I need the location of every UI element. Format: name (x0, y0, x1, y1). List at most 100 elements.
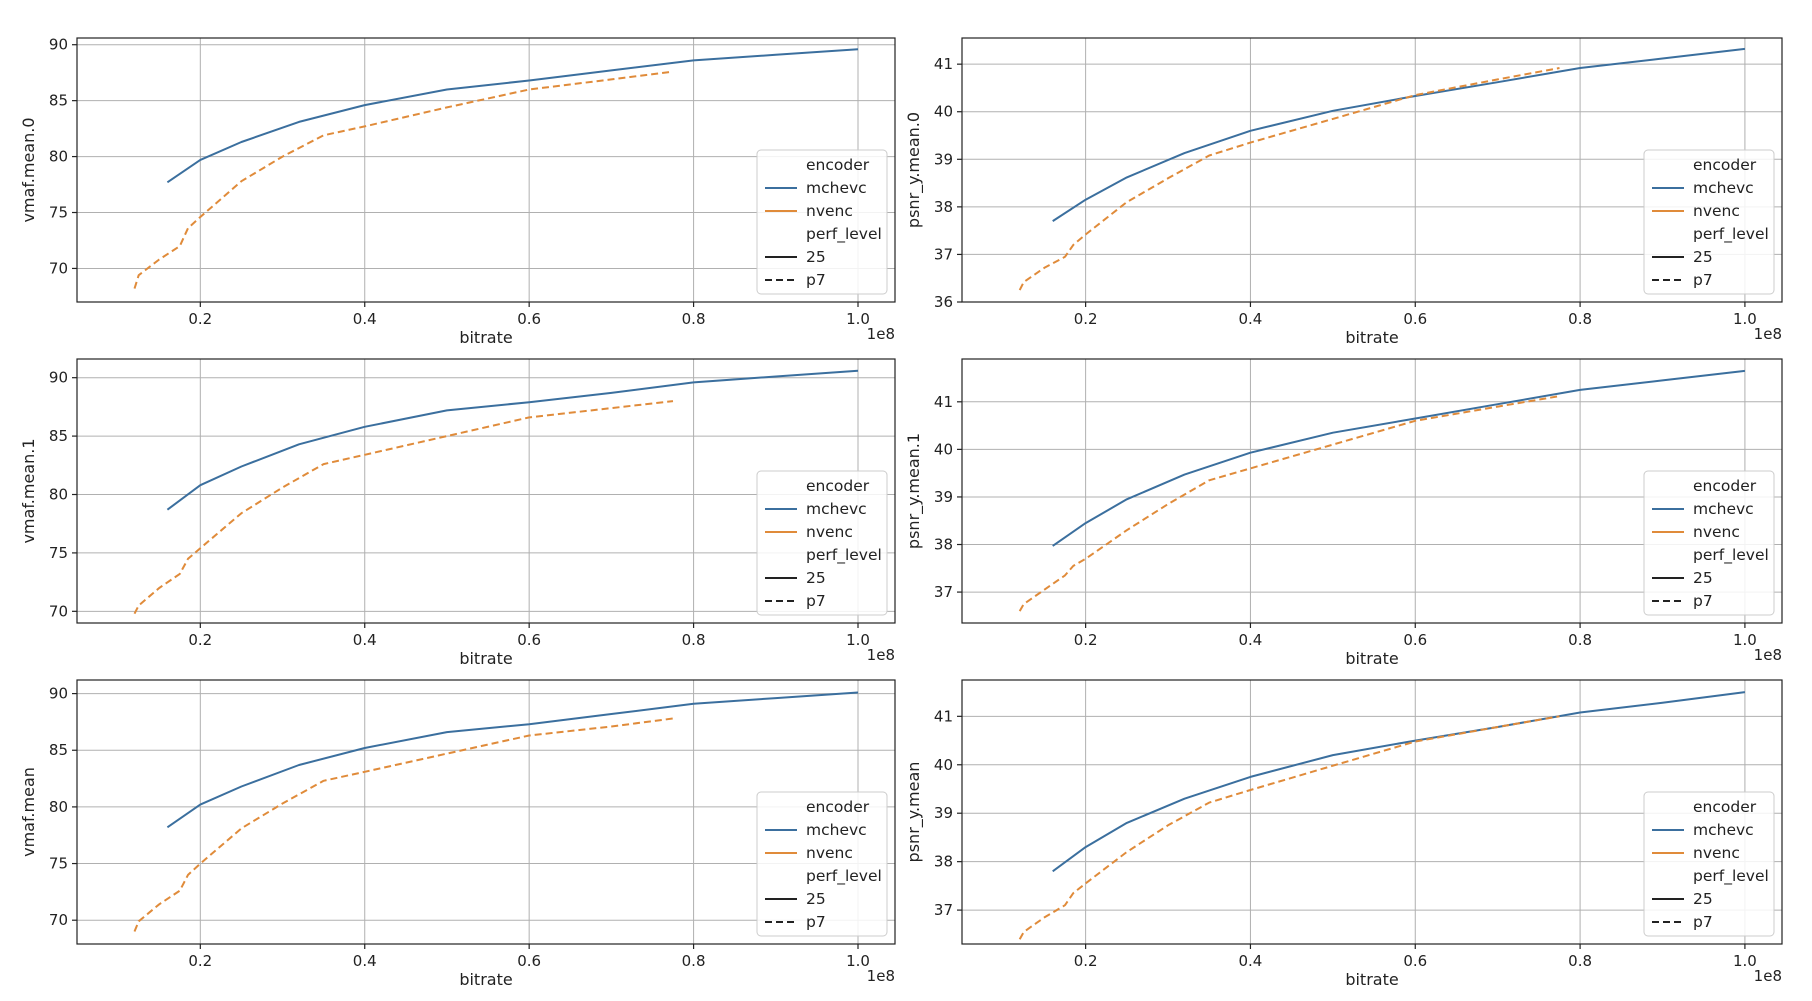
y-tick-label: 75 (49, 204, 68, 222)
legend-label-mchevc: mchevc (806, 179, 867, 197)
legend-label-mchevc: mchevc (1693, 821, 1754, 839)
x-tick-label: 0.6 (1403, 952, 1427, 970)
x-axis-label: bitrate (1345, 970, 1398, 989)
y-tick-label: 80 (49, 486, 68, 504)
y-tick-label: 40 (934, 103, 953, 121)
axes-frame (76, 358, 896, 624)
legend-label-perf-p7: p7 (1693, 592, 1713, 610)
x-tick-label: 1.0 (846, 310, 870, 328)
y-tick-label: 80 (49, 798, 68, 816)
x-tick-label: 0.4 (1239, 310, 1263, 328)
legend-title-perf-level: perf_level (806, 546, 882, 565)
x-tick-label: 0.8 (682, 952, 706, 970)
legend-label-nvenc: nvenc (806, 844, 853, 862)
y-tick-label: 90 (49, 36, 68, 54)
y-tick-label: 41 (934, 393, 953, 411)
y-tick-label: 85 (49, 741, 68, 759)
series-line-mchevc (1052, 47, 1746, 222)
y-tick-label: 70 (49, 259, 68, 277)
legend-label-nvenc: nvenc (1693, 523, 1740, 541)
y-tick-label: 70 (49, 602, 68, 620)
x-tick-label: 0.4 (353, 310, 377, 328)
y-axis-label: psnr_y.mean (904, 762, 924, 863)
legend: encoder mchevc nvenc perf_level 25 p7 (756, 149, 888, 295)
x-tick-label: 0.6 (1403, 631, 1427, 649)
x-tick-label: 1.0 (1733, 952, 1757, 970)
legend-label-mchevc: mchevc (806, 500, 867, 518)
series-line-nvenc (133, 717, 674, 932)
subplot-1: 0.2 0.4 0.6 0.8 1.0 70 75 80 85 90 1e8 bitrate vmaf.… (19, 36, 896, 347)
y-tick-label: 39 (934, 488, 953, 506)
x-tick-label: 0.2 (1074, 310, 1098, 328)
x-offset-label: 1e8 (867, 646, 895, 664)
x-axis-label: bitrate (459, 328, 512, 347)
x-tick-label: 0.8 (682, 310, 706, 328)
series-line-nvenc (133, 70, 674, 289)
y-tick-label: 90 (49, 369, 68, 387)
x-tick-label: 1.0 (846, 631, 870, 649)
legend: encoder mchevc nvenc perf_level 25 p7 (1643, 791, 1775, 937)
x-tick-label: 0.6 (1403, 310, 1427, 328)
y-tick-label: 37 (934, 245, 953, 263)
series-line-nvenc (1018, 715, 1560, 940)
x-axis-label: bitrate (459, 970, 512, 989)
y-tick-label: 80 (49, 148, 68, 166)
x-tick-label: 0.8 (1568, 631, 1592, 649)
y-tick-label: 38 (934, 198, 953, 216)
legend-label-perf-25: 25 (806, 890, 826, 908)
series-line-mchevc (1052, 691, 1746, 873)
x-offset-label: 1e8 (867, 967, 895, 985)
legend-label-perf-p7: p7 (806, 913, 826, 931)
y-tick-label: 36 (934, 293, 953, 311)
legend-label-mchevc: mchevc (1693, 179, 1754, 197)
series-line-mchevc (166, 691, 859, 829)
y-tick-label: 70 (49, 911, 68, 929)
legend: encoder mchevc nvenc perf_level 25 p7 (1643, 149, 1775, 295)
y-tick-label: 85 (49, 92, 68, 110)
y-tick-label: 39 (934, 150, 953, 168)
y-tick-label: 40 (934, 440, 953, 458)
x-axis-label: bitrate (1345, 328, 1398, 347)
subplot-5: 0.2 0.4 0.6 0.8 1.0 70 75 80 85 90 1e8 bitrate vmaf.… (19, 679, 896, 989)
x-tick-label: 0.8 (1568, 310, 1592, 328)
legend-title-encoder: encoder (1693, 798, 1757, 816)
y-tick-label: 41 (934, 707, 953, 725)
x-tick-label: 0.8 (682, 631, 706, 649)
subplot-2: 0.2 0.4 0.6 0.8 1.0 36 37 38 39 40 41 1e8 bitrate psn… (904, 37, 1783, 347)
legend-label-mchevc: mchevc (806, 821, 867, 839)
legend: encoder mchevc nvenc perf_level 25 p7 (756, 791, 888, 937)
x-offset-label: 1e8 (867, 325, 895, 343)
y-tick-label: 75 (49, 544, 68, 562)
x-tick-label: 0.6 (517, 310, 541, 328)
subplot-3: 0.2 0.4 0.6 0.8 1.0 70 75 80 85 90 1e8 bitrate vmaf.… (19, 358, 896, 668)
legend-label-perf-p7: p7 (806, 592, 826, 610)
legend-label-nvenc: nvenc (806, 523, 853, 541)
x-offset-label: 1e8 (1754, 325, 1782, 343)
y-tick-label: 37 (934, 583, 953, 601)
axes-frame (76, 679, 896, 945)
subplot-4: 0.2 0.4 0.6 0.8 1.0 37 38 39 40 41 1e8 bitrate psnr_… (904, 358, 1783, 668)
legend-title-perf-level: perf_level (1693, 546, 1769, 565)
x-tick-label: 0.6 (517, 631, 541, 649)
x-offset-label: 1e8 (1754, 967, 1782, 985)
legend-title-perf-level: perf_level (806, 867, 882, 886)
axes-frame (76, 37, 896, 303)
x-tick-label: 1.0 (1733, 310, 1757, 328)
legend-label-perf-25: 25 (1693, 890, 1713, 908)
legend-label-nvenc: nvenc (1693, 202, 1740, 220)
y-tick-label: 90 (49, 685, 68, 703)
series-line-mchevc (1052, 369, 1746, 547)
legend-label-perf-p7: p7 (806, 271, 826, 289)
x-axis-label: bitrate (459, 649, 512, 668)
series-line-nvenc (133, 400, 674, 615)
legend-title-encoder: encoder (806, 477, 870, 495)
y-tick-label: 37 (934, 901, 953, 919)
axes-frame (961, 37, 1783, 303)
legend-title-encoder: encoder (806, 798, 870, 816)
y-axis-label: psnr_y.mean.0 (904, 112, 924, 228)
legend-label-perf-25: 25 (1693, 569, 1713, 587)
legend-label-perf-p7: p7 (1693, 913, 1713, 931)
y-axis-label: vmaf.mean.1 (19, 438, 38, 543)
y-axis-label: psnr_y.mean.1 (904, 433, 924, 549)
